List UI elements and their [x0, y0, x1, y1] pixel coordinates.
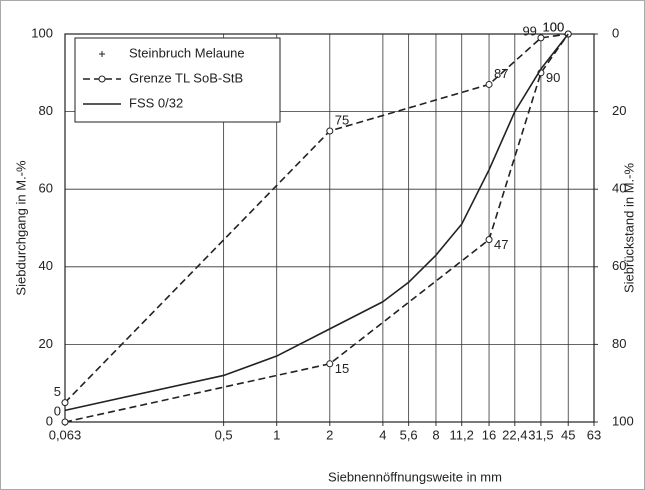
- point-marker: [537, 34, 545, 42]
- y2-tick-label: 20: [612, 103, 626, 118]
- y2-tick-label: 40: [612, 181, 626, 196]
- point-marker: [61, 418, 69, 426]
- y2-axis-title: Siebrückstand in M.-%: [621, 163, 636, 293]
- x-tick-label: 45: [561, 427, 575, 442]
- x-tick-label: 5,6: [400, 427, 418, 442]
- point-marker: [326, 127, 334, 135]
- y-tick-label: 40: [39, 258, 53, 273]
- legend-label: Steinbruch Melaune: [129, 45, 245, 60]
- y-tick-label: 20: [39, 336, 53, 351]
- x-tick-label: 1: [273, 427, 280, 442]
- x-tick-label: 0,063: [49, 427, 82, 442]
- y-tick-label: 100: [31, 25, 53, 40]
- y2-tick-label: 0: [612, 25, 619, 40]
- x-tick-label: 8: [432, 427, 439, 442]
- x-tick-label: 11,2: [450, 427, 474, 442]
- x-tick-label: 2: [326, 427, 333, 442]
- data-label: 99: [522, 23, 536, 38]
- data-label: 47: [494, 237, 508, 252]
- legend-symbol: [98, 75, 106, 83]
- data-label: 15: [335, 361, 349, 376]
- data-label: 90: [546, 70, 560, 85]
- y-tick-label: 60: [39, 181, 53, 196]
- point-marker: [485, 80, 493, 88]
- x-tick-label: 22,4: [502, 427, 527, 442]
- legend-box: [74, 37, 281, 123]
- y2-tick-label: 80: [612, 336, 626, 351]
- legend-label: FSS 0/32: [129, 95, 183, 110]
- data-label: 5: [54, 384, 61, 399]
- data-label: 87: [494, 66, 508, 81]
- y-tick-label: 80: [39, 103, 53, 118]
- y2-tick-label: 100: [612, 413, 634, 428]
- x-tick-label: 31,5: [528, 427, 553, 442]
- legend-label: Grenze TL SoB-StB: [129, 70, 243, 85]
- data-label: 100: [543, 19, 565, 34]
- data-label: 0: [54, 403, 61, 418]
- point-marker: [485, 236, 493, 244]
- plot-frame: [64, 33, 595, 423]
- series-line: [64, 33, 569, 412]
- y-axis-title: Siebdurchgang in M.-%: [13, 160, 28, 296]
- point-marker: [61, 399, 69, 407]
- x-tick-label: 4: [379, 427, 386, 442]
- x-tick-label: 16: [482, 427, 496, 442]
- x-axis-title: Siebnennöffnungsweite in mm: [328, 469, 502, 484]
- data-label: 75: [335, 112, 349, 127]
- data-label: 100: [543, 19, 565, 34]
- y2-tick-label: 60: [612, 258, 626, 273]
- point-marker: [326, 360, 334, 368]
- y-tick-label: 0: [46, 413, 53, 428]
- x-tick-label: 0,5: [215, 427, 233, 442]
- legend-symbol: [99, 51, 105, 57]
- x-tick-label: 63: [587, 427, 601, 442]
